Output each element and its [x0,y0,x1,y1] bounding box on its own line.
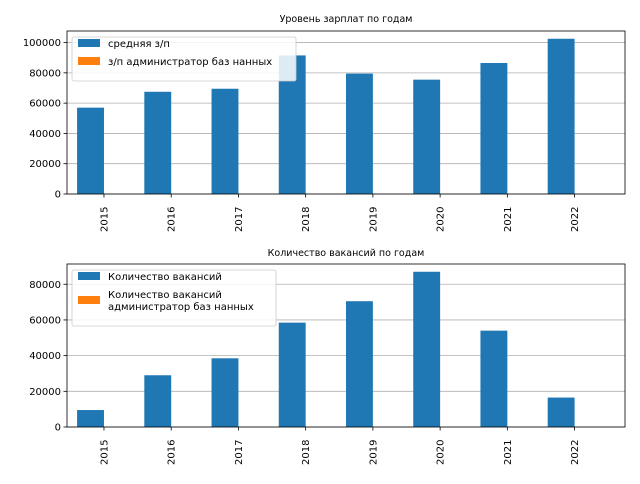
x-tick-label: 2015 [99,440,110,465]
legend-swatch [78,296,100,304]
legend-swatch [78,57,100,65]
legend-label-line: Количество вакансий [108,272,222,283]
legend-swatch [78,272,100,280]
bar-primary [77,107,104,194]
legend-label-line: средняя з/п [108,39,170,50]
y-tick-label: 0 [55,423,61,434]
y-tick-label: 0 [55,190,61,201]
bar-primary [77,410,104,427]
x-tick-label: 2018 [301,440,312,465]
y-tick-label: 80000 [29,68,61,79]
y-tick-label: 20000 [29,387,61,398]
bar-primary [480,330,508,427]
chart-title: Количество вакансий по годам [268,248,425,259]
bar-primary [144,91,172,194]
y-tick-label: 60000 [29,99,61,110]
legend-swatch [78,39,100,47]
x-tick-label: 2016 [167,440,178,465]
chart-title: Уровень зарплат по годам [280,14,413,25]
bar-primary [480,62,508,194]
x-tick-label: 2017 [234,207,245,232]
legend-label: Количество вакансий [108,272,222,283]
x-tick-label: 2018 [301,207,312,232]
legend-label: з/п администратор баз нанных [108,57,272,68]
y-tick-label: 20000 [29,159,61,170]
legend-label-line: Количество вакансий [108,290,222,301]
bar-primary [211,358,239,427]
x-tick-label: 2021 [503,207,514,232]
legend: средняя з/п з/п администратор баз нанных [71,36,297,82]
legend-box [71,36,297,82]
x-tick-label: 2019 [368,207,379,232]
legend-label-line: з/п администратор баз нанных [108,57,272,68]
bar-primary [278,322,306,427]
x-tick-label: 2022 [570,207,581,232]
y-tick-label: 60000 [29,315,61,326]
bar-primary [547,397,575,427]
axes-frame [66,30,626,195]
legend-label-line: администратор баз нанных [108,302,254,313]
y-tick-label: 100000 [23,38,61,49]
x-tick-label: 2020 [436,440,447,465]
bar-primary [346,301,373,427]
bar-primary [346,73,373,194]
bar-primary [144,375,172,427]
y-tick-label: 40000 [29,351,61,362]
y-tick-label: 80000 [29,280,61,291]
bar-primary [413,79,441,194]
bar-primary [547,38,575,195]
x-tick-label: 2020 [436,207,447,232]
legend-box [71,269,277,327]
x-tick-label: 2021 [503,440,514,465]
chart-1: Уровень зарплат по годам 0 20000 40000 60000… [23,14,626,232]
legend-label: Количество вакансий администратор баз нан… [108,290,254,313]
x-tick-label: 2015 [99,207,110,232]
x-tick-label: 2019 [368,440,379,465]
x-tick-label: 2017 [234,440,245,465]
x-tick-label: 2016 [167,207,178,232]
legend-label: средняя з/п [108,39,170,50]
x-tick-label: 2022 [570,440,581,465]
bar-primary [211,88,239,194]
axes-frame [66,263,626,428]
chart-2: Количество вакансий по годам 0 20000 40000 6… [29,248,626,465]
bar-primary [413,271,441,427]
y-tick-label: 40000 [29,129,61,140]
